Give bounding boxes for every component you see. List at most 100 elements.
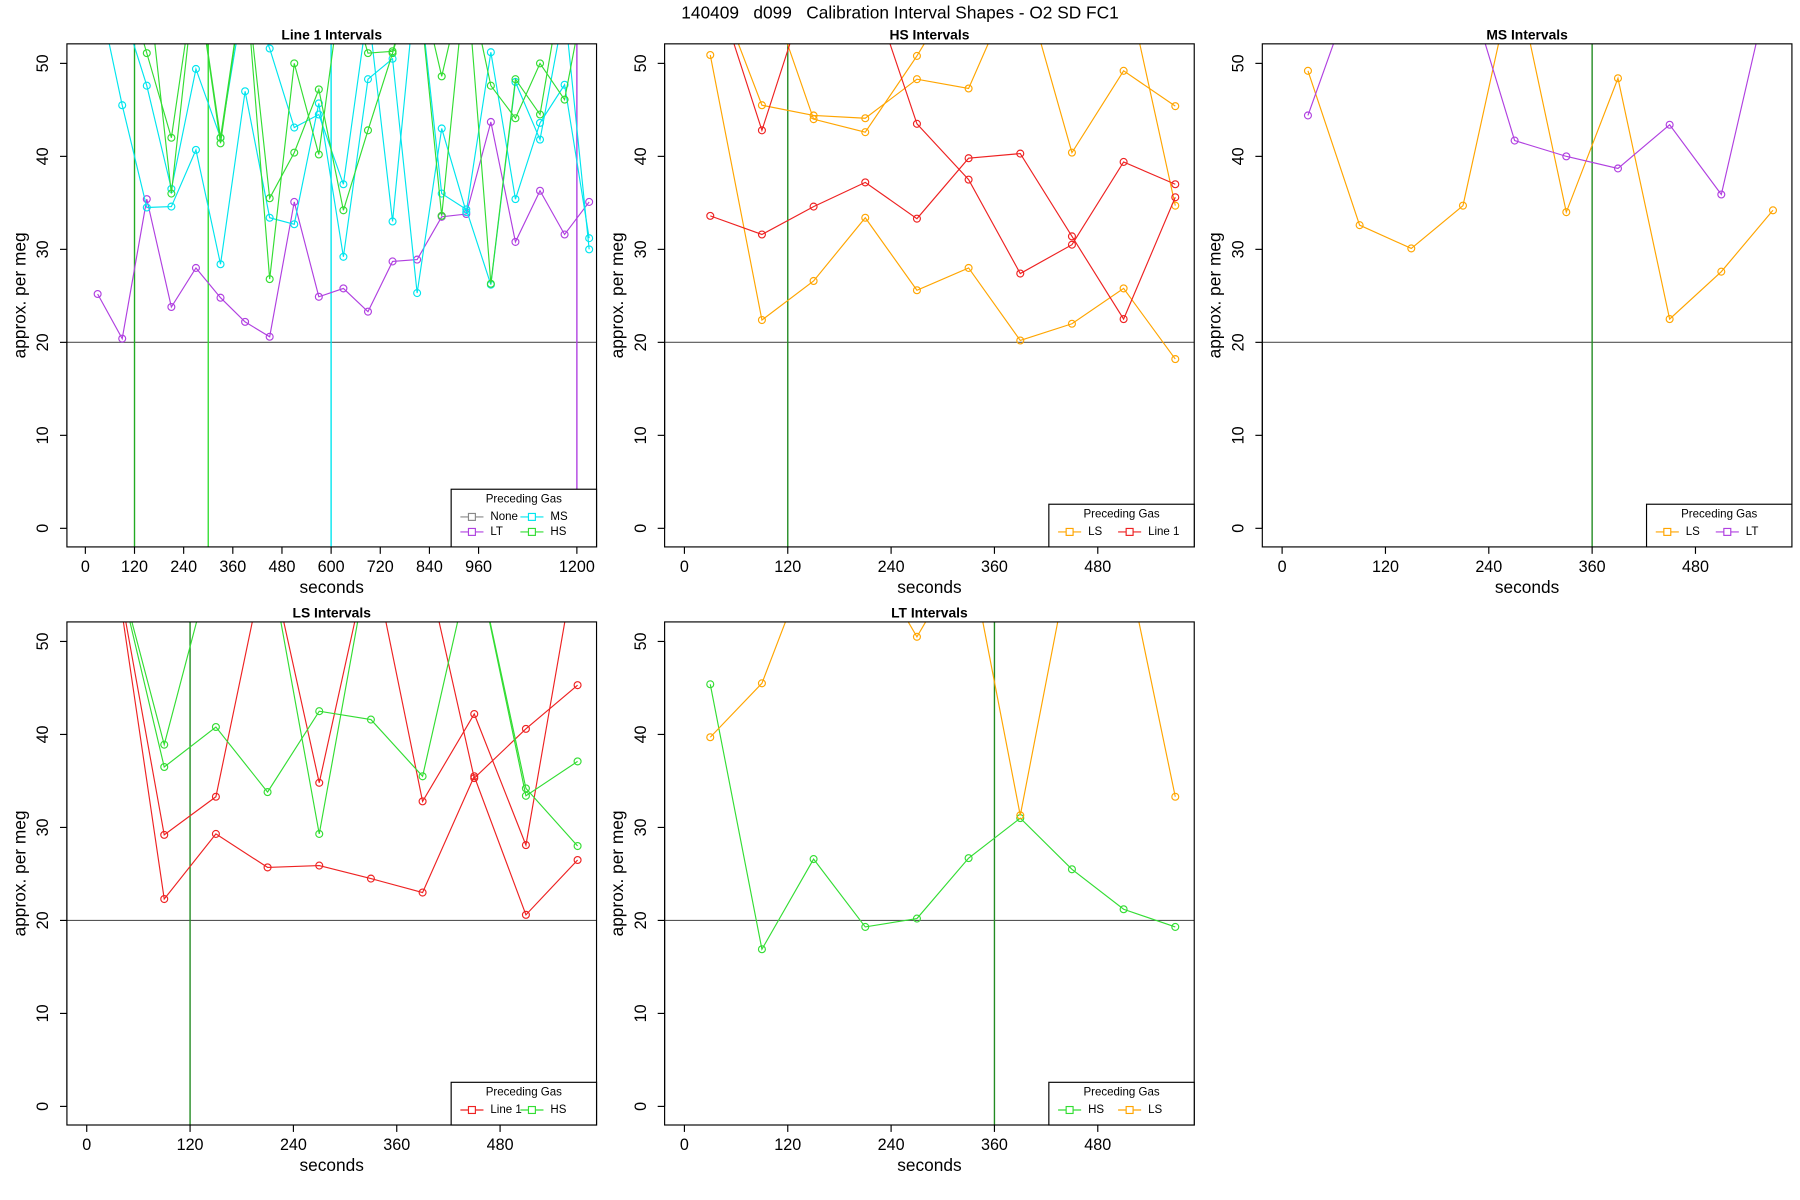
legend-swatch	[527, 527, 536, 536]
data-point	[418, 888, 427, 897]
x-tick-label: 840	[416, 558, 443, 576]
data-point	[861, 128, 870, 137]
data-point	[965, 545, 972, 552]
plot-area	[664, 43, 1195, 547]
data-point	[1458, 201, 1467, 210]
data-point	[912, 632, 921, 641]
y-tick-label: 20	[34, 333, 52, 351]
plot-frame	[1261, 43, 1793, 548]
data-point	[861, 922, 870, 931]
data-point	[191, 64, 200, 73]
series-line	[709, 684, 1176, 951]
data-point	[388, 47, 397, 56]
legend: Preceding Gas LS LT	[1645, 503, 1793, 548]
y-tick-label: 40	[632, 725, 650, 743]
data-point	[314, 110, 323, 119]
data-point	[314, 85, 323, 94]
data-point	[418, 797, 427, 806]
panel: LS Intervals 0 10 20 30 40 50 0 120 240 360 480 seco…	[9, 545, 598, 1175]
legend: Preceding Gas None LT MS HS	[450, 488, 598, 548]
data-point	[964, 84, 973, 93]
data-point	[521, 841, 530, 850]
data-point	[1067, 232, 1076, 241]
series-line	[733, 43, 1176, 275]
y-tick-label: 50	[1229, 54, 1247, 72]
legend-swatch	[1125, 1105, 1134, 1115]
legend-box	[1048, 503, 1195, 548]
data-point	[241, 87, 250, 96]
figure-title: 140409 d099 Calibration Interval Shapes …	[681, 2, 1118, 22]
data-point	[367, 545, 374, 552]
data-point	[93, 289, 102, 299]
data-point	[339, 206, 348, 215]
x-tick-label: 240	[170, 558, 197, 576]
x-tick-label: 240	[878, 558, 905, 576]
x-tick-label: 0	[680, 558, 689, 576]
data-point	[486, 117, 495, 126]
y-tick-label: 0	[1229, 524, 1247, 533]
y-tick-label: 20	[632, 911, 650, 929]
data-point	[142, 195, 151, 204]
data-point	[486, 48, 495, 57]
data-point	[535, 135, 545, 144]
legend-title: Preceding Gas	[1083, 509, 1159, 521]
legend-swatch	[467, 512, 476, 521]
data-point	[1562, 208, 1571, 217]
y-axis-label: approx. per meg	[9, 810, 29, 936]
legend: Preceding Gas HS LS	[1048, 1081, 1195, 1126]
data-point	[585, 197, 594, 206]
data-point	[363, 126, 373, 135]
data-point	[862, 545, 869, 552]
data-point	[160, 762, 169, 772]
data-point	[560, 95, 569, 104]
legend-label: LS	[1088, 526, 1102, 538]
data-point	[757, 945, 766, 954]
data-point	[809, 202, 818, 211]
data-point	[290, 148, 299, 157]
data-point	[366, 874, 375, 883]
data-point	[109, 545, 116, 552]
data-point	[757, 230, 766, 239]
data-point	[264, 545, 271, 552]
y-tick-label: 50	[34, 632, 52, 650]
data-point	[315, 778, 324, 787]
legend-label: HS	[550, 526, 566, 538]
series-line	[122, 621, 579, 916]
data-point	[861, 178, 870, 187]
plot-area	[664, 545, 1195, 1125]
data-point	[109, 545, 116, 552]
data-point	[118, 334, 127, 343]
legend-label: LS	[1686, 526, 1700, 538]
y-tick-label: 40	[1229, 147, 1247, 165]
data-point	[757, 679, 766, 688]
data-point	[212, 545, 219, 552]
data-point	[191, 263, 200, 272]
y-tick-label: 0	[34, 1102, 52, 1111]
data-point	[809, 855, 818, 864]
y-axis-label: approx. per meg	[607, 810, 627, 936]
x-tick-label: 480	[1682, 558, 1709, 576]
x-tick-label: 360	[1579, 558, 1606, 576]
data-point	[706, 680, 715, 689]
data-point	[560, 230, 569, 239]
legend-swatch	[1065, 527, 1074, 536]
data-point	[290, 59, 299, 68]
legend-label: None	[490, 511, 518, 523]
series-line	[154, 43, 553, 284]
data-point	[573, 841, 582, 851]
x-tick-label: 360	[981, 1136, 1008, 1154]
data-point	[367, 545, 374, 552]
legend-title: Preceding Gas	[486, 494, 562, 506]
y-axis-label: approx. per meg	[1205, 232, 1225, 358]
panel: LT Intervals 0 10 20 30 40 50 0 120 240 360 480 seco…	[607, 545, 1195, 1175]
data-point	[366, 715, 375, 724]
y-tick-label: 40	[34, 725, 52, 743]
data-point	[265, 332, 274, 341]
data-point	[290, 197, 299, 206]
x-tick-label: 1200	[559, 558, 595, 576]
data-point	[191, 145, 200, 154]
data-point	[264, 545, 271, 552]
data-point	[573, 681, 582, 690]
data-point	[706, 733, 715, 742]
